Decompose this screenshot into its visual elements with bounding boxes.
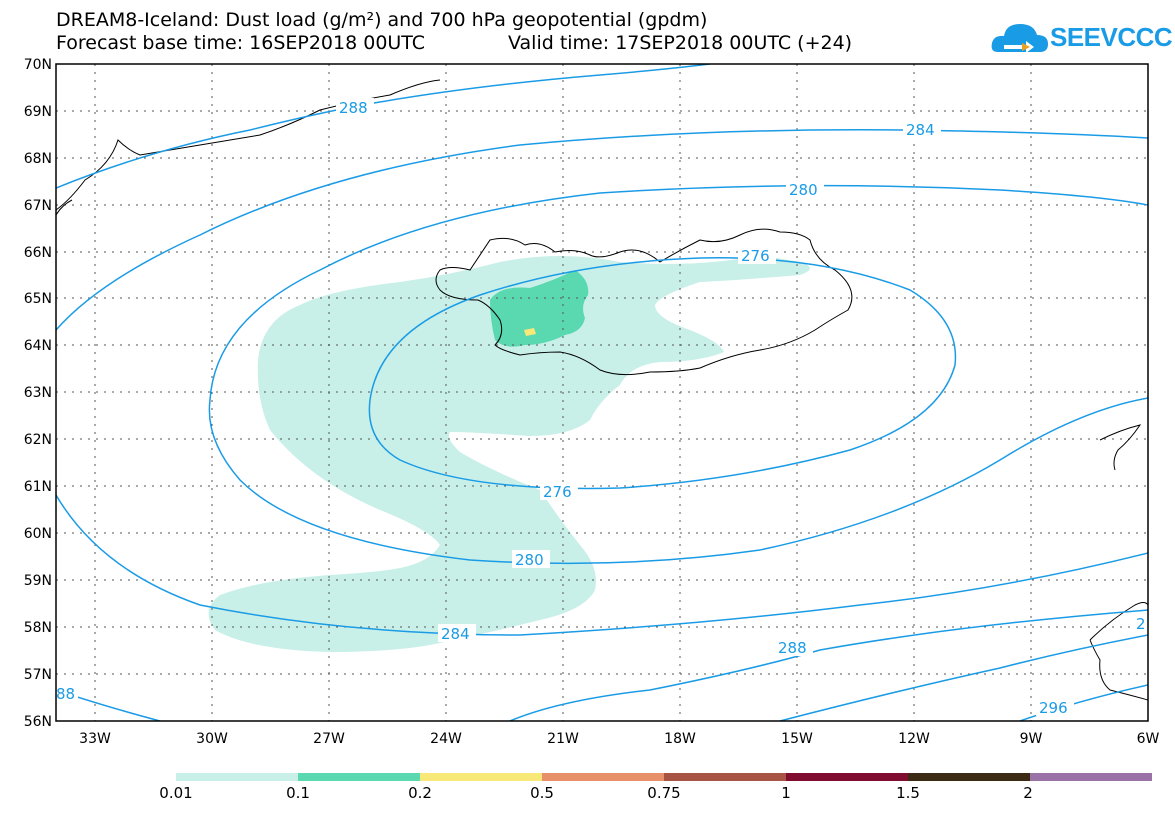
lat-label: 69N [24, 104, 52, 120]
colorbar-swatch [908, 773, 1030, 781]
lon-label: 15W [781, 731, 813, 747]
lon-label: 24W [430, 731, 462, 747]
lat-label: 58N [24, 620, 52, 636]
cloud-icon [991, 24, 1048, 53]
lat-label: 62N [24, 432, 52, 448]
colorbar-label: 0.5 [530, 784, 554, 802]
contour-labels: 288 284 280 276 276 280 284 288 296 88 2 [56, 98, 1148, 717]
lat-label: 60N [24, 526, 52, 542]
map-title: DREAM8-Iceland: Dust load (g/m²) and 700… [56, 9, 708, 31]
colorbar-label: 1.5 [896, 784, 920, 802]
lat-label: 67N [24, 198, 52, 214]
colorbar-label: 0.01 [159, 784, 193, 802]
map-plot-area: 288 284 280 276 276 280 284 288 296 88 2 [56, 64, 1148, 721]
colorbar-swatch [542, 773, 664, 781]
graticule [56, 64, 1148, 721]
colorbar-label: 0.75 [647, 784, 681, 802]
contour-label: 284 [441, 625, 470, 643]
lat-label: 64N [24, 338, 52, 354]
lat-label: 63N [24, 385, 52, 401]
valid-time: Valid time: 17SEP2018 00UTC (+24) [508, 32, 853, 54]
contour-label: 2 [1136, 615, 1146, 633]
dust-region-medium [490, 270, 589, 347]
lon-label: 18W [664, 731, 696, 747]
dust-region-low [208, 255, 811, 652]
colorbar-swatch [176, 773, 298, 781]
colorbar [176, 773, 1152, 781]
contour-label: 280 [789, 181, 818, 199]
latitude-axis: 70N 69N 68N 67N 66N 65N 64N 63N 62N 61N … [24, 57, 52, 730]
contour-label: 296 [1039, 699, 1068, 717]
contour-label: 280 [515, 551, 544, 569]
contour-276 [368, 257, 957, 490]
logo-text: SEEVCCC [1050, 22, 1173, 52]
geopotential-contours [56, 64, 1148, 721]
lon-label: 27W [313, 731, 345, 747]
contour-288 [56, 64, 1148, 721]
lon-label: 12W [898, 731, 930, 747]
lat-label: 70N [24, 57, 52, 73]
contour-label: 276 [543, 483, 572, 501]
colorbar-swatch [298, 773, 420, 781]
contour-label: 276 [741, 247, 770, 265]
contour-284 [56, 129, 1148, 636]
colorbar-swatch [1030, 773, 1152, 781]
colorbar-label: 2 [1023, 784, 1033, 802]
lon-label: 9W [1020, 731, 1043, 747]
contour-label: 288 [339, 99, 368, 117]
dust-spot-high [524, 328, 536, 336]
lat-label: 56N [24, 714, 52, 730]
colorbar-swatch [786, 773, 908, 781]
colorbar-label: 0.2 [408, 784, 432, 802]
lat-label: 57N [24, 667, 52, 683]
lon-label: 33W [79, 731, 111, 747]
map-frame [55, 63, 1149, 722]
forecast-base-time: Forecast base time: 16SEP2018 00UTC [56, 32, 426, 54]
lat-label: 61N [24, 479, 52, 495]
colorbar-label: 0.1 [286, 784, 310, 802]
contour-296 [1019, 684, 1148, 721]
lon-label: 30W [196, 731, 228, 747]
contour-label: 288 [778, 639, 807, 657]
colorbar-swatch [664, 773, 786, 781]
lat-label: 68N [24, 151, 52, 167]
contour-280 [208, 184, 1148, 565]
longitude-axis: 33W 30W 27W 24W 21W 18W 15W 12W 9W 6W [79, 731, 1159, 747]
iceland-coast [435, 228, 853, 376]
lon-label: 21W [547, 731, 579, 747]
colorbar-swatch [420, 773, 542, 781]
lon-label: 6W [1137, 731, 1160, 747]
lat-label: 66N [24, 245, 52, 261]
lat-label: 65N [24, 291, 52, 307]
colorbar-label: 1 [781, 784, 791, 802]
contour-label: 284 [906, 121, 935, 139]
lat-label: 59N [24, 573, 52, 589]
contour-292 [779, 634, 1148, 721]
contour-label: 88 [56, 685, 75, 703]
